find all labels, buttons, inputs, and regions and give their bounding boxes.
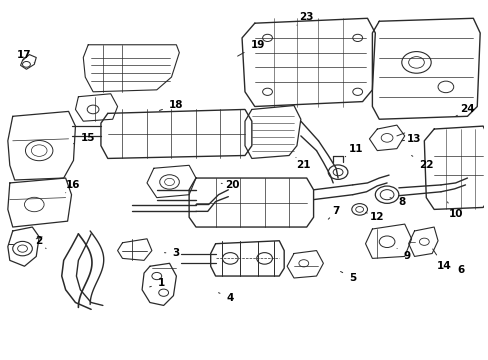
Text: 17: 17 <box>17 50 34 62</box>
Text: 13: 13 <box>401 134 421 144</box>
Text: 20: 20 <box>221 180 239 190</box>
Text: 23: 23 <box>296 12 313 25</box>
Text: 9: 9 <box>396 248 409 261</box>
Text: 19: 19 <box>237 40 264 56</box>
Text: 2: 2 <box>36 236 46 249</box>
Circle shape <box>327 165 347 179</box>
Text: 6: 6 <box>447 265 463 275</box>
Text: 16: 16 <box>65 180 81 193</box>
Text: 24: 24 <box>455 104 474 116</box>
Text: 11: 11 <box>345 144 362 157</box>
Text: 12: 12 <box>365 212 384 222</box>
Circle shape <box>375 186 398 203</box>
Text: 14: 14 <box>432 249 450 271</box>
Text: 8: 8 <box>389 197 405 207</box>
Text: 5: 5 <box>340 271 356 283</box>
Text: 1: 1 <box>149 278 165 288</box>
Circle shape <box>351 204 367 215</box>
Text: 10: 10 <box>447 202 462 219</box>
Text: 22: 22 <box>411 156 433 170</box>
Text: 3: 3 <box>164 248 180 258</box>
Text: 18: 18 <box>159 100 183 111</box>
Text: 15: 15 <box>73 133 95 144</box>
Text: 4: 4 <box>218 293 233 303</box>
Text: 7: 7 <box>327 206 339 219</box>
Text: 21: 21 <box>295 157 310 170</box>
